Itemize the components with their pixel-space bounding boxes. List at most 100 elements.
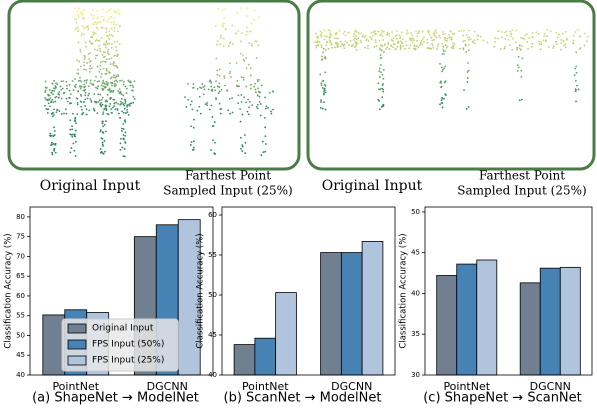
- cloud-point: [507, 38, 510, 41]
- cloud-point: [227, 44, 230, 47]
- cloud-point: [442, 50, 445, 52]
- cloud-point: [75, 83, 77, 86]
- cloud-point: [218, 90, 221, 93]
- cloud-point: [109, 77, 112, 80]
- cloud-point: [103, 43, 105, 46]
- cloud-point: [538, 40, 541, 43]
- cloud-point: [380, 32, 383, 34]
- cloud-point: [379, 88, 382, 91]
- cloud-point: [80, 34, 83, 37]
- cloud-point: [363, 36, 366, 39]
- cloud-point: [315, 44, 318, 47]
- cloud-point: [319, 30, 322, 33]
- cloud-point: [248, 106, 250, 109]
- cloud-point: [531, 31, 534, 34]
- cloud-point: [231, 24, 234, 27]
- cloud-point: [362, 34, 364, 37]
- cloud-point: [113, 80, 116, 83]
- cloud-point: [124, 102, 126, 105]
- cloud-point: [46, 112, 49, 114]
- cloud-point: [209, 80, 212, 83]
- cloud-point: [210, 149, 212, 152]
- cloud-point: [363, 46, 366, 49]
- cloud-point: [223, 22, 225, 25]
- cloud-point: [72, 89, 75, 92]
- cloud-point: [494, 40, 497, 43]
- cloud-point: [93, 48, 96, 51]
- cloud-point: [79, 76, 81, 79]
- cloud-point: [218, 102, 221, 105]
- cloud-point: [265, 105, 268, 108]
- y-tick-label: 30: [411, 371, 420, 379]
- cloud-point: [117, 112, 120, 115]
- cloud-point: [381, 73, 384, 76]
- cloud-point: [236, 79, 239, 82]
- cloud-point: [69, 93, 72, 96]
- cloud-point: [77, 80, 80, 82]
- cloud-point: [70, 102, 73, 105]
- cloud-point: [62, 80, 65, 83]
- cloud-point: [395, 30, 398, 32]
- cloud-point: [96, 65, 99, 68]
- cloud-point: [85, 45, 87, 48]
- cloud-point: [105, 67, 108, 70]
- cloud-point: [114, 11, 117, 14]
- cloud-point: [90, 43, 93, 45]
- cloud-point: [73, 133, 76, 136]
- cloud-point: [192, 146, 195, 149]
- cloud-point: [221, 24, 224, 26]
- cloud-point: [51, 98, 54, 101]
- cloud-point: [270, 110, 272, 113]
- cloud-point: [84, 41, 87, 44]
- bar: [456, 263, 478, 376]
- cloud-point: [190, 125, 192, 128]
- cloud-point: [60, 113, 63, 115]
- cloud-point: [429, 47, 432, 50]
- cloud-point: [419, 41, 422, 44]
- cloud-point: [92, 83, 95, 86]
- cloud-point: [245, 85, 248, 88]
- cloud-point: [399, 46, 402, 49]
- cloud-point: [322, 47, 325, 50]
- cloud-point: [246, 30, 248, 33]
- cloud-point: [80, 105, 83, 108]
- bar: [436, 275, 458, 376]
- cloud-point: [121, 110, 123, 113]
- cloud-point: [75, 97, 78, 99]
- cloud-point: [415, 30, 417, 33]
- cloud-point: [243, 134, 246, 136]
- cloud-point: [258, 16, 260, 19]
- cloud-point: [94, 32, 97, 35]
- cloud-point: [450, 38, 453, 41]
- cloud-point: [564, 42, 567, 45]
- cloud-point: [113, 102, 116, 105]
- cloud-point: [256, 103, 259, 106]
- cloud-point: [215, 98, 218, 101]
- cloud-point: [241, 54, 244, 57]
- cloud-point: [216, 40, 219, 43]
- cloud-point: [399, 37, 401, 40]
- cloud-point: [108, 87, 111, 90]
- cloud-point: [93, 93, 96, 96]
- cloud-point: [586, 35, 589, 38]
- cloud-point: [473, 39, 476, 42]
- cloud-point: [241, 113, 244, 116]
- cloud-point: [53, 126, 55, 129]
- cloud-point: [354, 37, 356, 40]
- cloud-point: [404, 47, 406, 50]
- cloud-point: [565, 37, 568, 40]
- cloud-point: [419, 44, 421, 47]
- cloud-point: [264, 150, 267, 153]
- cloud-point: [255, 57, 258, 59]
- cloud-point: [446, 37, 449, 40]
- cloud-point: [251, 42, 253, 45]
- cloud-point: [200, 87, 203, 90]
- cloud-point: [394, 35, 397, 37]
- cloud-point: [462, 34, 464, 37]
- panel-frame: [306, 0, 596, 171]
- cloud-point: [231, 97, 234, 99]
- cloud-point: [196, 109, 199, 112]
- cloud-point: [94, 57, 97, 60]
- cloud-point: [264, 117, 266, 119]
- plot-frame: [424, 206, 593, 376]
